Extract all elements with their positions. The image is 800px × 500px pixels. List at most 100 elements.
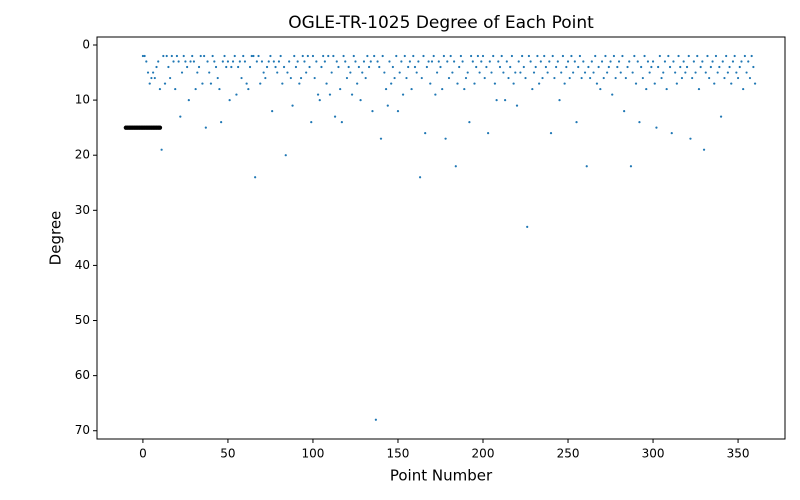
point (272, 60, 275, 63)
point (617, 60, 621, 63)
point (538, 82, 541, 85)
point (551, 54, 554, 58)
point (631, 71, 634, 74)
point (493, 82, 497, 85)
point (391, 65, 394, 69)
point (354, 60, 357, 63)
point (502, 71, 505, 74)
point (390, 82, 393, 85)
point (208, 71, 211, 74)
point (650, 65, 653, 69)
point (162, 54, 165, 58)
point (689, 137, 692, 140)
point (696, 54, 699, 58)
point (400, 60, 403, 63)
point (469, 54, 473, 58)
point (301, 54, 304, 58)
point (704, 71, 707, 74)
point (306, 54, 309, 58)
point (655, 126, 658, 129)
point (668, 65, 672, 69)
point (500, 54, 503, 58)
point (543, 54, 546, 58)
point (651, 60, 655, 63)
point (245, 82, 248, 85)
point (481, 54, 485, 58)
point (572, 71, 575, 74)
point (179, 115, 182, 118)
point (521, 54, 524, 58)
point (310, 121, 313, 124)
point (367, 65, 371, 69)
point (592, 71, 595, 74)
point (442, 54, 445, 58)
point (687, 54, 690, 58)
point (177, 60, 180, 63)
point (339, 87, 342, 91)
point (589, 76, 592, 80)
point (573, 60, 576, 63)
point (611, 93, 614, 96)
point (633, 54, 636, 58)
point (526, 225, 529, 228)
point (478, 71, 481, 74)
point (322, 54, 325, 58)
point (606, 71, 609, 74)
point (298, 82, 301, 85)
point (510, 54, 514, 58)
point (148, 82, 151, 85)
point (599, 87, 602, 91)
point (747, 60, 750, 63)
point (340, 121, 343, 124)
point (186, 65, 189, 69)
point (299, 76, 303, 80)
point (723, 76, 726, 80)
point (626, 65, 629, 69)
point (247, 87, 250, 91)
point (308, 65, 311, 69)
point (303, 60, 306, 63)
point (660, 76, 663, 80)
point (422, 54, 425, 58)
point (444, 137, 447, 140)
point (487, 132, 490, 135)
point (209, 82, 213, 85)
point (401, 93, 405, 96)
point (657, 65, 660, 69)
point (582, 60, 585, 63)
point (682, 60, 685, 63)
point (357, 65, 360, 69)
point (711, 60, 714, 63)
point (517, 60, 520, 63)
point (583, 71, 587, 74)
point (371, 110, 374, 113)
point (566, 60, 570, 63)
y-tick-label: 30 (75, 203, 90, 217)
point (413, 65, 417, 69)
point (725, 54, 728, 58)
point (437, 60, 440, 63)
point (536, 54, 539, 58)
point (452, 60, 456, 63)
point (146, 71, 150, 74)
point (534, 65, 537, 69)
point (485, 65, 488, 69)
point (667, 54, 670, 58)
point (555, 65, 558, 69)
point (199, 54, 202, 58)
x-tick-label: 250 (557, 447, 580, 461)
point (490, 71, 493, 74)
point (473, 82, 476, 85)
point (255, 60, 258, 63)
point (653, 82, 656, 85)
point (320, 65, 323, 69)
point (529, 60, 532, 63)
point (231, 60, 235, 63)
point (745, 71, 748, 74)
point (152, 71, 155, 74)
point (504, 98, 507, 102)
point (702, 148, 706, 151)
point (386, 104, 389, 107)
point (233, 54, 236, 58)
